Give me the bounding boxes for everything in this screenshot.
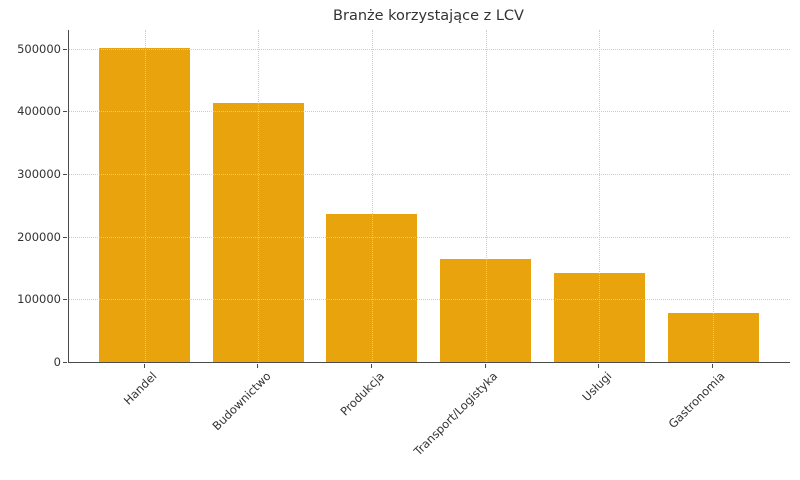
y-tick-mark	[63, 299, 67, 301]
y-tick-mark	[63, 236, 67, 238]
y-tick-label: 200000	[17, 229, 61, 244]
bar-us-ugi	[553, 273, 645, 362]
plot-area	[68, 30, 790, 363]
y-tick-label: 500000	[17, 41, 61, 56]
y-tick-mark	[63, 111, 67, 113]
bar-transport-logistyka	[440, 259, 532, 362]
x-tick-mark	[370, 363, 372, 368]
bar-produkcja	[326, 214, 418, 362]
y-tick-label: 100000	[17, 292, 61, 307]
chart-title: Branże korzystające z LCV	[333, 8, 524, 24]
x-tick-label: Transport/Logistyka	[411, 369, 501, 459]
bar-budownictwo	[212, 102, 304, 362]
y-tick-mark	[63, 362, 67, 363]
x-tick-label: Usługi	[579, 369, 615, 404]
x-tick-label: Handel	[120, 369, 160, 408]
x-tick-mark	[143, 363, 145, 368]
bar-gastronomia	[667, 313, 759, 362]
x-tick-label: Produkcja	[337, 369, 387, 419]
x-tick-label: Budownictwo	[208, 369, 274, 434]
x-tick-mark	[598, 363, 600, 368]
y-tick-label: 0	[53, 355, 61, 369]
y-tick-label: 400000	[17, 104, 61, 119]
y-tick-label: 300000	[17, 167, 61, 182]
x-tick-mark	[712, 363, 713, 368]
y-tick-mark	[63, 48, 67, 50]
x-tick-mark	[484, 363, 486, 368]
x-tick-mark	[257, 363, 259, 368]
bars-layer	[69, 30, 790, 362]
y-tick-mark	[63, 174, 67, 176]
x-tick-label: Gastronomia	[665, 369, 728, 432]
bar-handel	[99, 47, 190, 362]
